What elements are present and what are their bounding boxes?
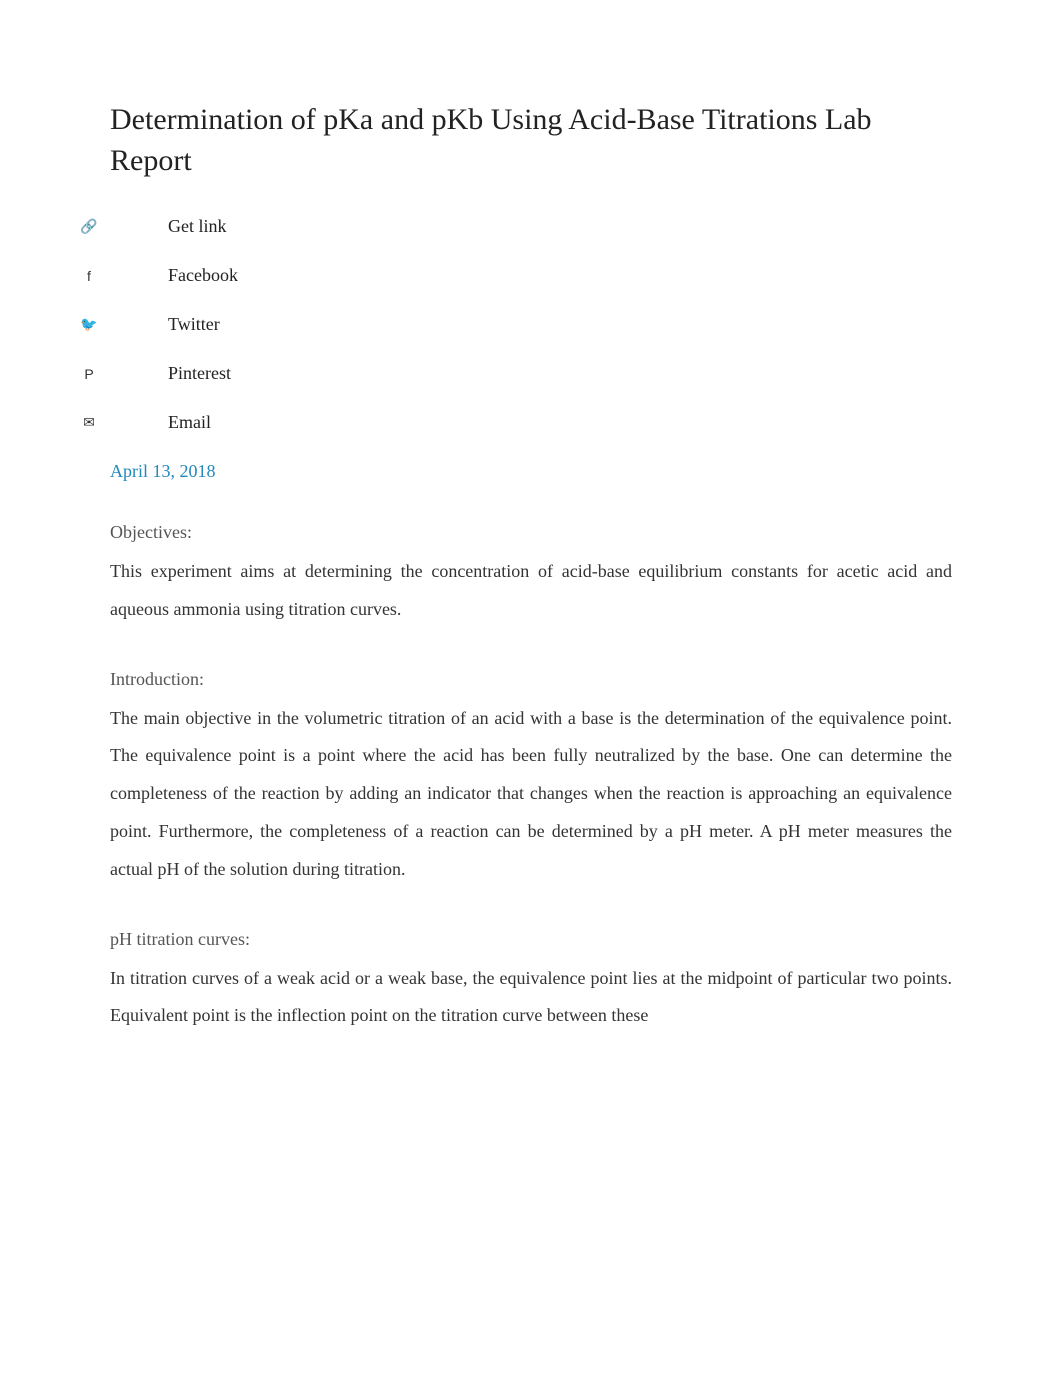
objectives-heading: Objectives: [110, 522, 952, 543]
introduction-heading: Introduction: [110, 669, 952, 690]
post-date-link[interactable]: April 13, 2018 [110, 461, 216, 482]
phcurves-heading: pH titration curves: [110, 929, 952, 950]
share-item-twitter[interactable]: 🐦 Twitter [80, 314, 952, 335]
facebook-icon: f [80, 268, 98, 284]
share-label: Email [168, 412, 211, 433]
share-label: Get link [168, 216, 227, 237]
share-item-email[interactable]: ✉ Email [80, 412, 952, 433]
share-label: Facebook [168, 265, 238, 286]
share-item-getlink[interactable]: 🔗 Get link [80, 216, 952, 237]
page-title: Determination of pKa and pKb Using Acid-… [110, 100, 952, 181]
share-label: Pinterest [168, 363, 231, 384]
introduction-text: The main objective in the volumetric tit… [110, 700, 952, 889]
share-item-facebook[interactable]: f Facebook [80, 265, 952, 286]
objectives-text: This experiment aims at determining the … [110, 553, 952, 629]
share-list: 🔗 Get link f Facebook 🐦 Twitter P Pinter… [80, 216, 952, 433]
twitter-icon: 🐦 [80, 316, 98, 333]
email-icon: ✉ [80, 414, 98, 431]
share-label: Twitter [168, 314, 220, 335]
content-body: Objectives: This experiment aims at dete… [110, 522, 952, 1035]
link-icon: 🔗 [80, 218, 98, 235]
share-item-pinterest[interactable]: P Pinterest [80, 363, 952, 384]
phcurves-text: In titration curves of a weak acid or a … [110, 960, 952, 1036]
pinterest-icon: P [80, 366, 98, 382]
